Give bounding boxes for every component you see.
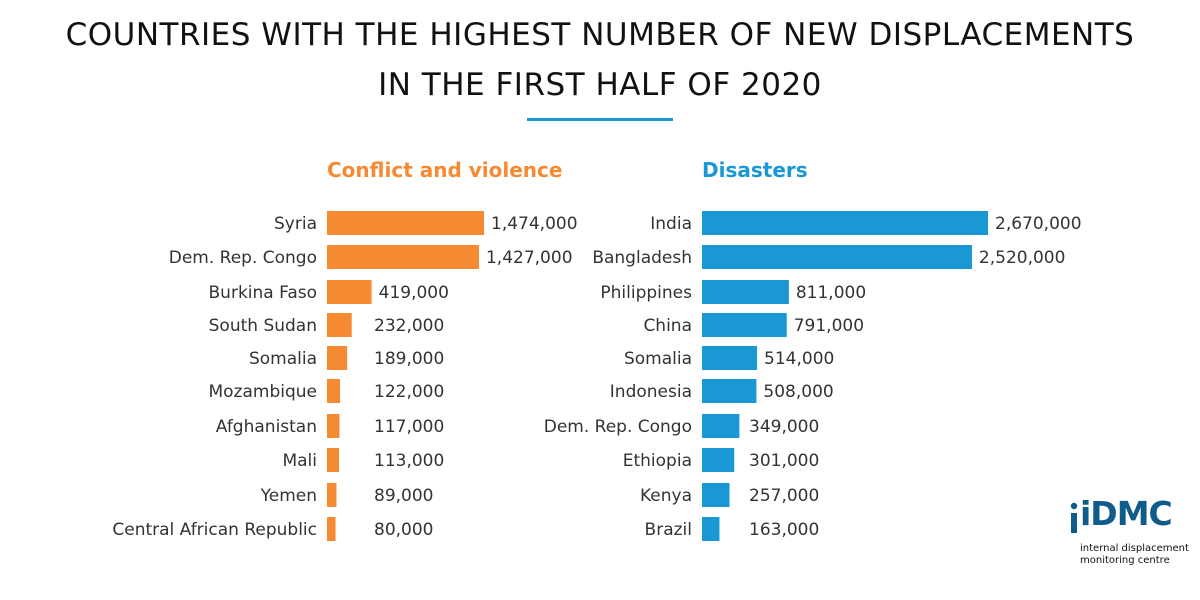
category-label: Mali [282,451,317,471]
category-label: South Sudan [209,316,317,336]
chart-title-line1: COUNTRIES WITH THE HIGHEST NUMBER OF NEW… [65,17,1135,53]
bar [327,379,340,403]
category-label: Dem. Rep. Congo [169,248,317,268]
value-label: 419,000 [379,283,449,303]
bar [702,346,758,370]
bar [702,245,972,269]
value-label: 508,000 [763,382,833,402]
bar [327,483,337,507]
category-label: Afghanistan [216,417,317,437]
title-underline [527,118,673,121]
value-label: 189,000 [374,349,444,369]
category-label: Ethiopia [623,451,692,471]
bar [327,346,348,370]
value-label: 1,474,000 [491,214,578,234]
bar [702,280,789,304]
panel-disasters: Disasters India 2,670,000 Bangladesh 2,520,0… [544,158,1082,541]
logo-dots-icon [1070,502,1078,533]
bar [702,414,740,438]
bar [327,280,372,304]
category-label: Yemen [260,486,317,506]
value-label: 514,000 [764,349,834,369]
panel-title: Conflict and violence [327,158,562,182]
category-label: Brazil [645,520,692,540]
bar [327,414,340,438]
category-label: Somalia [624,349,692,369]
value-label: 1,427,000 [486,248,573,268]
value-label: 117,000 [374,417,444,437]
category-label: India [650,214,692,234]
value-label: 301,000 [749,451,819,471]
bar [327,517,336,541]
bar [702,517,720,541]
category-label: China [643,316,692,336]
value-label: 349,000 [749,417,819,437]
bar [327,245,479,269]
logo-tagline-line2: monitoring centre [1080,555,1170,566]
logo-tagline: internal displacement monitoring centre [1080,543,1190,567]
idmc-logo: iDMC internal displacement monitoring ce… [1068,494,1189,577]
panel-conflict: Conflict and violence Syria 1,474,000 Dem. … [112,158,578,541]
value-label: 257,000 [749,486,819,506]
value-label: 811,000 [796,283,866,303]
logo-tagline-line1: internal displacement [1080,543,1189,554]
chart-title-line2: IN THE FIRST HALF OF 2020 [378,67,822,103]
bar [327,313,352,337]
value-label: 80,000 [374,520,433,540]
category-label: Indonesia [610,382,692,402]
category-label: Burkina Faso [209,283,317,303]
category-label: Somalia [249,349,317,369]
category-label: Mozambique [208,382,317,402]
bar [702,313,787,337]
category-label: Bangladesh [592,248,692,268]
category-label: Philippines [600,283,692,303]
category-label: Kenya [640,486,692,506]
value-label: 232,000 [374,316,444,336]
value-label: 2,520,000 [979,248,1066,268]
bar [702,211,988,235]
category-label: Dem. Rep. Congo [544,417,692,437]
logo-wordmark: iDMC [1080,494,1173,533]
value-label: 122,000 [374,382,444,402]
bar [327,211,484,235]
panel-title: Disasters [702,158,808,182]
value-label: 791,000 [794,316,864,336]
category-label: Syria [274,214,317,234]
value-label: 89,000 [374,486,433,506]
category-label: Central African Republic [112,520,317,540]
value-label: 163,000 [749,520,819,540]
bar [702,483,730,507]
bar [702,448,735,472]
value-label: 113,000 [374,451,444,471]
bar [327,448,340,472]
bar [702,379,757,403]
value-label: 2,670,000 [995,214,1082,234]
